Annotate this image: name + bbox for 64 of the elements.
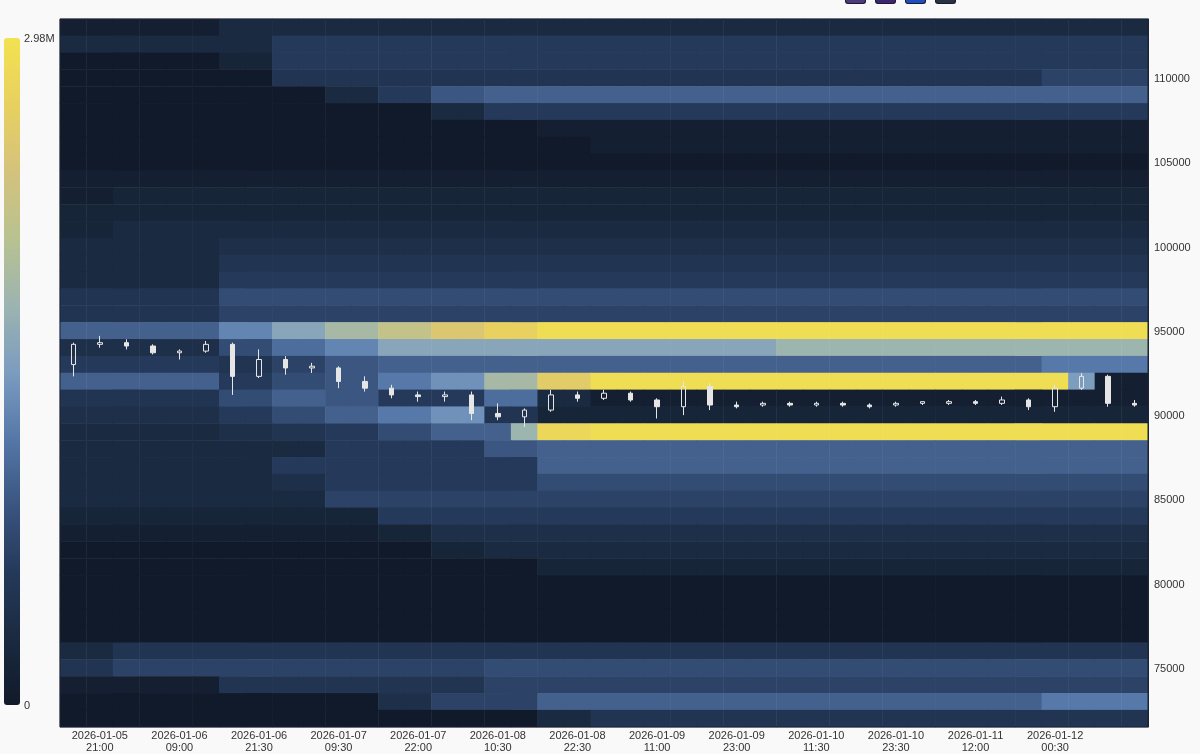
candlestick — [309, 362, 315, 374]
x-tick-label: 2026-01-07 22:00 — [390, 729, 447, 753]
candlestick — [814, 401, 819, 408]
candlestick — [336, 365, 341, 389]
candlestick — [628, 391, 633, 403]
candlestick — [97, 335, 103, 349]
candlestick — [415, 391, 421, 403]
candlestick — [124, 338, 129, 350]
x-tick-label: 2026-01-10 23:30 — [867, 729, 925, 753]
candlestick — [681, 380, 686, 416]
candlestick — [1132, 399, 1137, 408]
candlestick — [946, 399, 952, 406]
x-tick-label: 2026-01-08 22:30 — [549, 729, 606, 753]
y-tick-label: 75000 — [1154, 662, 1185, 674]
candlestick — [654, 397, 660, 420]
candlestick — [469, 391, 474, 421]
candlestick — [71, 342, 76, 377]
candlestick — [283, 355, 288, 376]
y-tick-label: 85000 — [1154, 493, 1185, 506]
y-tick-label: 95000 — [1154, 324, 1185, 337]
x-tick-label: 2026-01-07 09:30 — [310, 729, 367, 753]
candlestick — [256, 348, 262, 379]
x-tick-label: 2026-01-09 23:00 — [708, 729, 765, 753]
x-tick-label: 2026-01-10 11:30 — [788, 729, 845, 753]
candlestick — [734, 401, 739, 409]
candlestick — [495, 402, 501, 421]
x-tick-label: 2026-01-11 12:00 — [947, 729, 1004, 753]
candlestick — [150, 343, 156, 355]
candlestick — [389, 384, 394, 399]
candlestick — [548, 389, 554, 413]
candlestick — [442, 391, 448, 403]
candlestick — [230, 342, 235, 396]
x-tick-label: 2026-01-05 21:00 — [71, 729, 128, 753]
x-tick-label: 2026-01-08 10:30 — [469, 729, 526, 753]
candlestick — [1079, 372, 1084, 391]
x-tick-label: 2026-01-06 09:00 — [151, 729, 208, 753]
candlestick — [1105, 374, 1111, 408]
candlestick — [1026, 397, 1031, 411]
candlestick — [760, 401, 766, 408]
x-tick-label: 2026-01-09 11:00 — [628, 729, 686, 753]
candlestick — [1052, 384, 1058, 413]
candlestick — [973, 399, 978, 406]
color-bar-label: 0 — [24, 699, 31, 711]
candlestick — [893, 401, 899, 408]
candlestick — [522, 407, 527, 428]
candlestick — [999, 396, 1005, 406]
candlestick — [867, 402, 872, 409]
candlestick — [920, 401, 925, 406]
candlestick — [362, 375, 368, 393]
candlestick — [177, 348, 182, 361]
y-tick-label: 100000 — [1154, 240, 1191, 253]
candlestick — [575, 391, 580, 403]
y-tick-label: 105000 — [1154, 156, 1191, 169]
x-tick-label: 2026-01-06 21:30 — [230, 729, 288, 753]
candlestick — [840, 401, 846, 408]
y-tick-label: 90000 — [1154, 409, 1185, 422]
candlestick — [601, 389, 607, 401]
x-tick-label: 2026-01-12 00:30 — [1026, 729, 1084, 753]
y-tick-label: 80000 — [1154, 577, 1185, 590]
candlestick — [203, 340, 209, 354]
y-tick-label: 110000 — [1154, 72, 1190, 84]
color-bar-label: 2.98M — [24, 32, 55, 44]
candlestick — [707, 382, 713, 411]
candlestick — [787, 401, 793, 408]
